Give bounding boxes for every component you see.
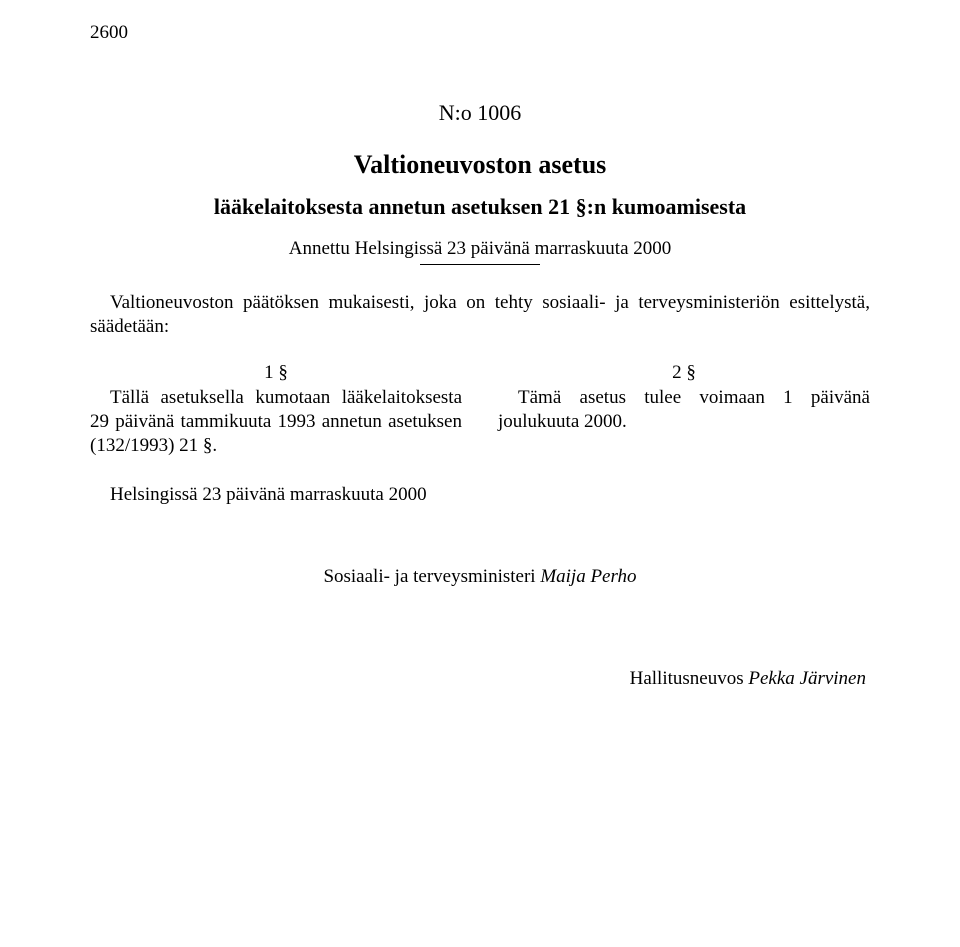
page: 2600 N:o 1006 Valtioneuvoston asetus lää… [0,0,960,947]
document-title: lääkelaitoksesta annetun asetuksen 21 §:… [90,194,870,220]
section-1-head: 1 § [90,361,462,385]
signatory-counsellor: Hallitusneuvos Pekka Järvinen [90,668,870,690]
document-number: N:o 1006 [90,100,870,126]
closing-line: Helsingissä 23 päivänä marraskuuta 2000 [90,484,870,506]
document-type: Valtioneuvoston asetus [90,150,870,180]
section-1-body: Tällä asetuksella kumotaan lääkelaitokse… [90,386,462,457]
signatory-minister-name: Maija Perho [540,566,636,587]
preamble: Valtioneuvoston päätöksen mukaisesti, jo… [90,291,870,339]
page-number: 2600 [90,22,128,44]
section-2-head: 2 § [498,361,870,385]
signatory-counsellor-name: Pekka Järvinen [748,668,866,689]
section-1: 1 § Tällä asetuksella kumotaan lääkelait… [90,361,462,458]
section-2: 2 § Tämä asetus tulee voimaan 1 päivänä … [498,361,870,458]
divider-rule [420,264,540,265]
signatory-counsellor-role: Hallitusneuvos [630,668,749,689]
signatory-minister-role: Sosiaali- ja terveysministeri [323,566,540,587]
signatory-minister: Sosiaali- ja terveysministeri Maija Perh… [90,566,870,588]
section-2-body: Tämä asetus tulee voimaan 1 päivänä joul… [498,386,870,434]
sections-columns: 1 § Tällä asetuksella kumotaan lääkelait… [90,361,870,458]
given-at: Annettu Helsingissä 23 päivänä marraskuu… [90,238,870,260]
